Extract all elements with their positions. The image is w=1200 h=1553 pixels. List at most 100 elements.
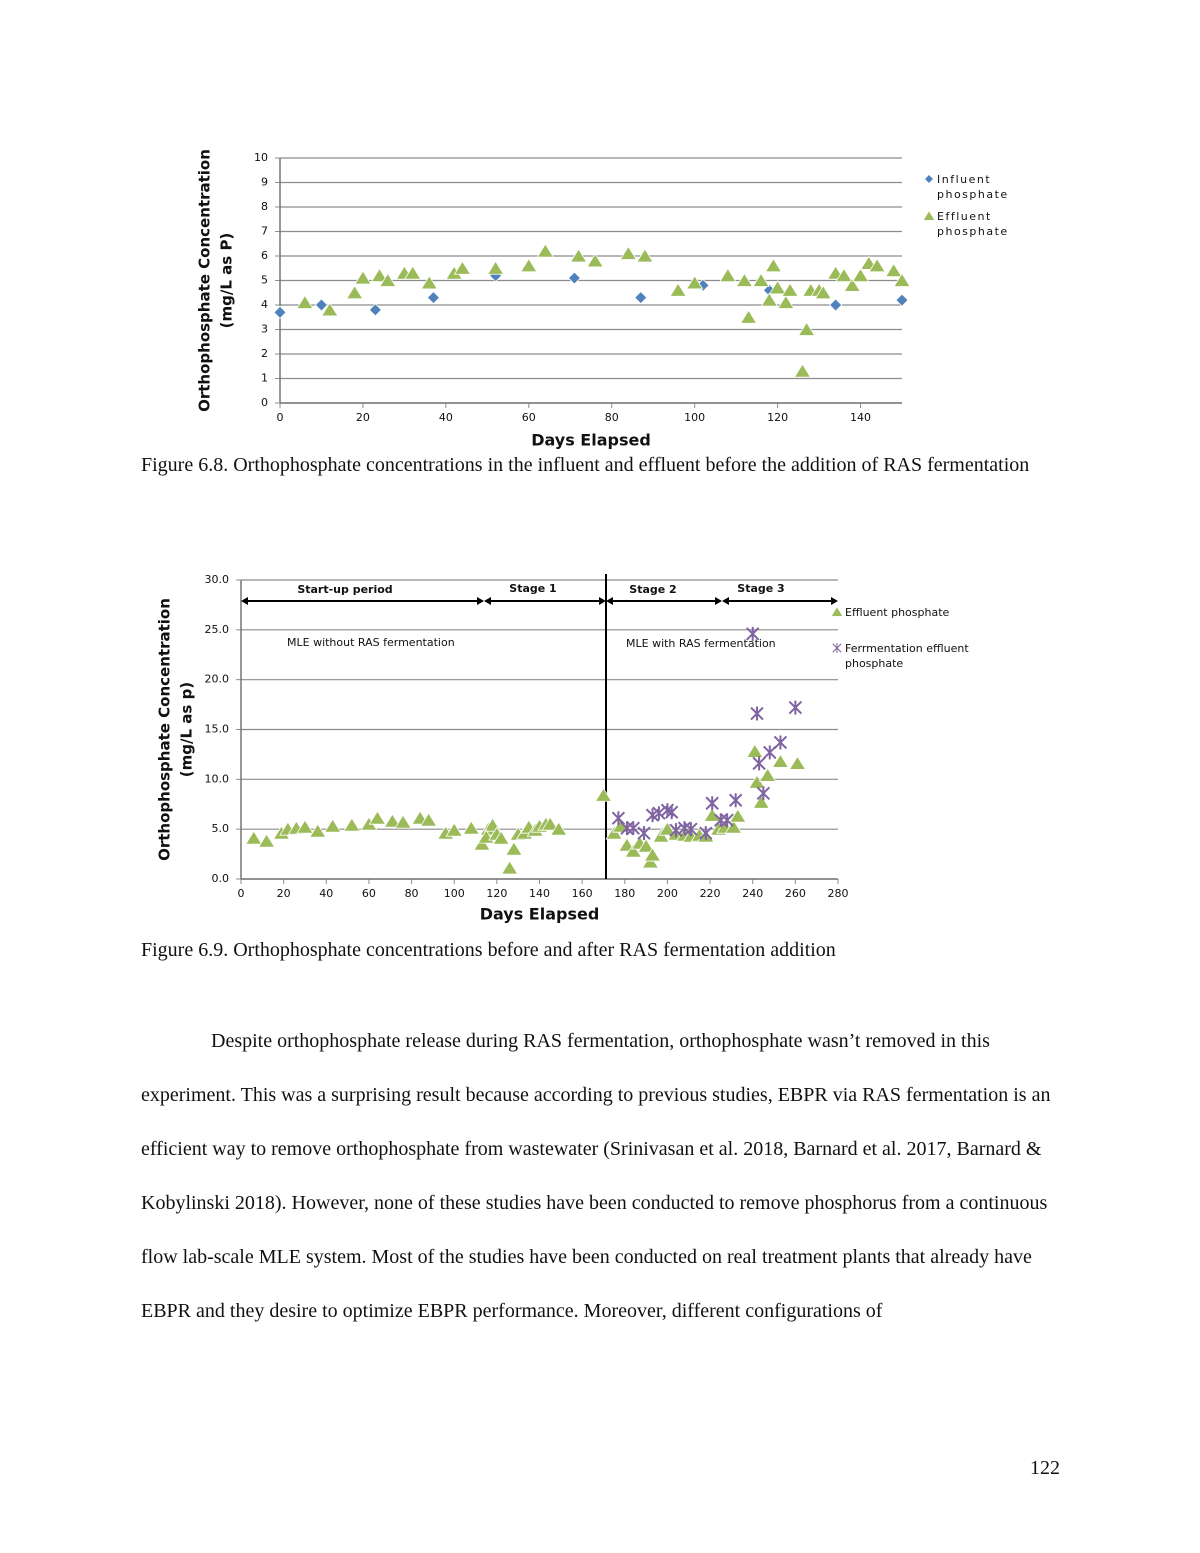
data-point <box>746 743 764 758</box>
data-point <box>273 305 287 319</box>
data-point <box>868 258 886 273</box>
data-point <box>321 302 339 317</box>
data-point <box>752 756 766 771</box>
data-point <box>637 826 651 841</box>
x-tick-label: 60 <box>522 411 536 424</box>
annotation: Stage 3 <box>737 582 784 595</box>
y-axis-label: (mg/L as p) <box>178 682 196 777</box>
y-tick-label: 5.0 <box>212 822 230 835</box>
x-tick-label: 160 <box>572 887 593 900</box>
x-tick-label: 0 <box>238 887 245 900</box>
data-point <box>895 293 909 307</box>
y-tick-label: 4 <box>261 298 268 311</box>
data-point <box>419 812 438 827</box>
legend-marker <box>924 174 934 184</box>
x-tick-label: 180 <box>614 887 635 900</box>
y-tick-label: 20.0 <box>205 673 230 686</box>
data-point <box>750 706 764 721</box>
data-point <box>764 258 783 273</box>
data-point <box>453 260 472 275</box>
data-point <box>669 282 687 297</box>
data-point <box>567 271 581 285</box>
legend-label: Effluent phosphate <box>937 210 1009 238</box>
data-point <box>714 813 728 828</box>
body-paragraph: Despite orthophosphate release during RA… <box>141 1030 1051 1322</box>
data-point <box>637 838 655 853</box>
data-point <box>520 258 538 273</box>
data-point <box>620 821 634 836</box>
data-point <box>634 291 648 305</box>
data-point <box>884 262 903 278</box>
data-point <box>309 823 327 838</box>
data-point <box>851 267 870 282</box>
data-point <box>664 805 679 820</box>
data-point <box>383 813 402 828</box>
data-point <box>611 811 626 826</box>
x-axis-label: Days Elapsed <box>531 431 651 450</box>
y-axis-label: Orthophosphate Concentration <box>196 149 214 412</box>
data-point <box>541 816 559 831</box>
y-tick-label: 15.0 <box>205 723 230 736</box>
x-tick-label: 240 <box>742 887 763 900</box>
data-point <box>536 243 555 258</box>
data-point <box>771 753 790 768</box>
data-point <box>705 796 719 811</box>
annotation: Start-up period <box>297 583 392 596</box>
legend-marker <box>831 606 843 617</box>
data-point <box>505 841 523 856</box>
data-point <box>797 321 816 336</box>
data-point <box>793 363 812 378</box>
data-point <box>729 808 747 823</box>
data-point <box>763 745 777 760</box>
y-tick-label: 10.0 <box>205 772 230 785</box>
data-point <box>394 814 412 829</box>
y-axis-label: Orthophosphate Concentration <box>156 598 174 861</box>
data-point <box>728 793 743 808</box>
y-tick-label: 7 <box>261 225 268 238</box>
data-point <box>835 267 853 282</box>
data-point <box>643 847 662 862</box>
x-tick-label: 20 <box>356 411 370 424</box>
x-axis-label: Days Elapsed <box>480 905 600 924</box>
y-tick-label: 30.0 <box>205 573 230 586</box>
data-point <box>368 810 387 825</box>
data-point <box>843 277 861 292</box>
data-point <box>748 774 766 789</box>
data-point <box>345 284 364 300</box>
data-point <box>781 282 799 297</box>
data-point <box>641 854 660 869</box>
data-point <box>893 272 911 287</box>
x-tick-label: 100 <box>684 411 705 424</box>
x-tick-label: 80 <box>605 411 619 424</box>
data-point <box>746 626 760 641</box>
data-point <box>257 833 276 848</box>
caption: Figure 6.9. Orthophosphate concentration… <box>141 939 836 961</box>
data-point <box>626 821 641 836</box>
data-point <box>605 825 623 840</box>
legend-label: Influent phosphate <box>937 173 1009 201</box>
data-point <box>323 818 342 833</box>
x-tick-label: 100 <box>444 887 465 900</box>
data-point <box>462 820 480 835</box>
y-tick-label: 0 <box>261 396 268 409</box>
data-point <box>773 735 788 750</box>
legend-marker <box>923 210 935 221</box>
data-point <box>658 821 677 836</box>
data-point <box>370 267 389 282</box>
data-point <box>586 253 604 268</box>
data-point <box>245 830 263 845</box>
y-tick-label: 6 <box>261 249 268 262</box>
x-tick-label: 200 <box>657 887 678 900</box>
data-point <box>788 755 807 770</box>
x-tick-label: 120 <box>486 887 507 900</box>
data-point <box>829 298 843 312</box>
x-tick-label: 60 <box>362 887 376 900</box>
x-tick-label: 260 <box>785 887 806 900</box>
data-point <box>752 272 770 287</box>
x-tick-label: 120 <box>767 411 788 424</box>
data-point <box>752 794 770 809</box>
data-point <box>652 806 666 821</box>
data-point <box>699 826 713 841</box>
data-point <box>756 786 771 801</box>
data-point <box>814 284 832 300</box>
